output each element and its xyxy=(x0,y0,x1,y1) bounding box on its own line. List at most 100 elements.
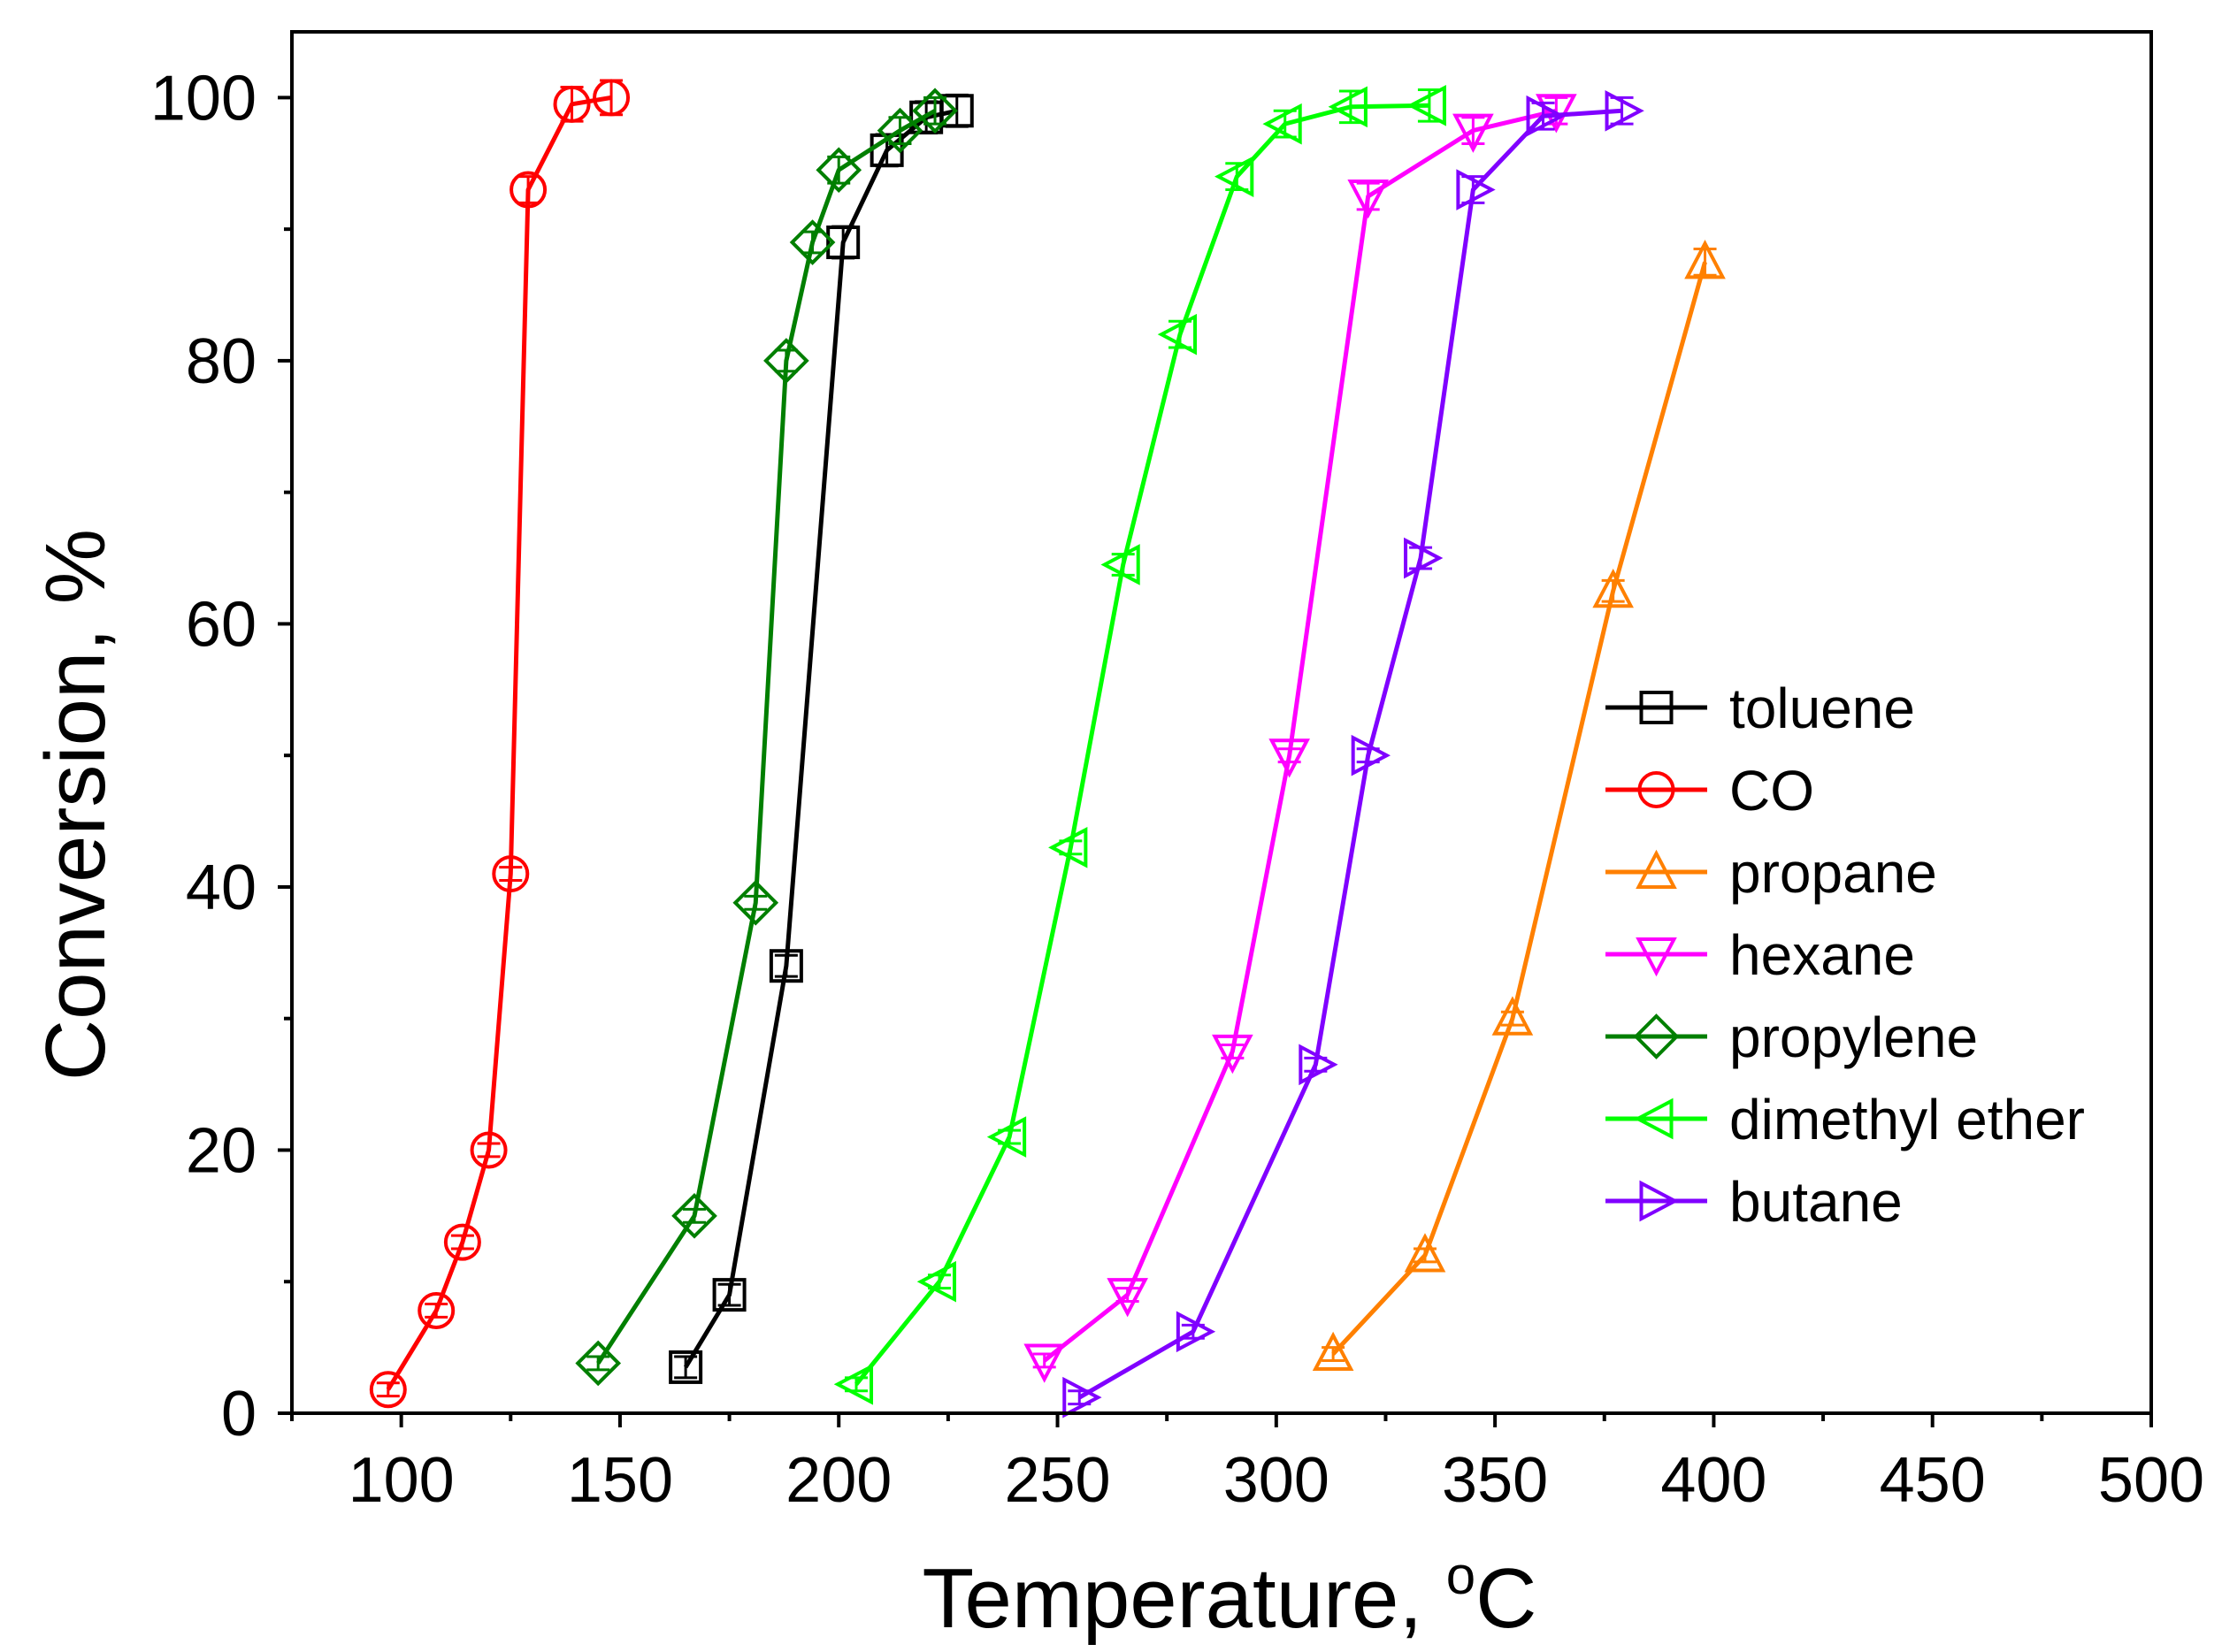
data-point xyxy=(712,1278,747,1312)
data-point xyxy=(916,1260,956,1303)
legend-marker xyxy=(1634,1098,1674,1140)
series-propane xyxy=(1312,240,1726,1372)
series-line xyxy=(854,103,1429,1386)
data-point xyxy=(1107,1278,1148,1318)
legend-marker xyxy=(1636,937,1677,977)
series-layer xyxy=(369,79,1726,1419)
data-point xyxy=(492,855,530,893)
data-point xyxy=(553,85,591,123)
legend-item: butane xyxy=(1605,1170,1903,1234)
data-point xyxy=(510,171,548,209)
y-tick-label: 60 xyxy=(186,589,257,660)
data-point xyxy=(877,107,923,154)
data-point xyxy=(1299,1044,1338,1086)
data-point xyxy=(1100,544,1140,585)
data-point xyxy=(443,1223,481,1261)
data-point xyxy=(1062,1376,1102,1419)
series-butane xyxy=(1062,89,1644,1419)
data-point xyxy=(789,219,836,265)
legend-label: CO xyxy=(1729,759,1814,822)
legend-marker xyxy=(1636,849,1677,889)
data-point xyxy=(1605,89,1644,132)
data-point xyxy=(826,226,861,260)
legend-item: propane xyxy=(1605,841,1937,905)
series-propylene xyxy=(575,88,958,1387)
data-point xyxy=(1406,84,1446,126)
x-tick-label: 500 xyxy=(2098,1445,2204,1516)
x-axis-title: Temperature, oC xyxy=(923,1546,1537,1646)
series-hexane xyxy=(1023,94,1577,1383)
legend-label: propylene xyxy=(1729,1006,1978,1069)
data-point xyxy=(1404,1233,1446,1273)
y-tick-label: 100 xyxy=(150,63,257,134)
data-point xyxy=(986,1116,1027,1158)
series-line xyxy=(1078,108,1622,1400)
legend-label: dimethyl ether xyxy=(1729,1088,2085,1151)
y-tick-label: 0 xyxy=(221,1379,257,1449)
data-point xyxy=(1312,1331,1354,1372)
x-tick-label: 250 xyxy=(1004,1445,1110,1516)
series-line xyxy=(596,109,937,1365)
legend-marker xyxy=(1637,771,1675,808)
plot-frame xyxy=(290,30,2153,1415)
data-point xyxy=(1157,313,1198,356)
legend-item: hexane xyxy=(1605,923,1915,987)
x-tick-label: 400 xyxy=(1660,1445,1766,1516)
data-point xyxy=(1491,996,1534,1036)
legend-marker xyxy=(1633,1013,1680,1059)
data-point xyxy=(769,949,803,983)
data-point xyxy=(470,1131,508,1169)
x-axis-title-text: Temperature, xyxy=(923,1551,1446,1646)
y-axis-title: Conversion, % xyxy=(28,529,123,1081)
x-tick-label: 100 xyxy=(349,1445,455,1516)
y-tick-label: 20 xyxy=(186,1115,257,1186)
legend-marker xyxy=(1639,691,1674,724)
data-point xyxy=(763,338,809,384)
data-point xyxy=(575,1340,622,1387)
data-point xyxy=(1351,734,1391,776)
data-point xyxy=(912,88,958,134)
data-point xyxy=(939,94,974,128)
data-point xyxy=(418,1291,456,1329)
data-point xyxy=(732,879,779,926)
legend-label: toluene xyxy=(1729,677,1915,740)
legend-label: propane xyxy=(1729,841,1937,905)
x-tick-label: 300 xyxy=(1223,1445,1329,1516)
data-point xyxy=(1176,1311,1216,1353)
x-tick-label: 350 xyxy=(1442,1445,1548,1516)
x-tick-label: 150 xyxy=(567,1445,673,1516)
legend-label: hexane xyxy=(1729,923,1915,987)
series-CO xyxy=(369,79,631,1409)
data-point xyxy=(816,147,862,194)
data-point xyxy=(833,1363,874,1405)
legend-item: propylene xyxy=(1605,1006,1978,1069)
data-point xyxy=(1268,738,1310,778)
data-point xyxy=(1262,103,1302,145)
legend-item: dimethyl ether xyxy=(1605,1088,2085,1151)
data-point xyxy=(1404,537,1444,579)
data-point xyxy=(1452,113,1494,153)
data-point xyxy=(1526,95,1566,137)
legend-item: CO xyxy=(1605,759,1814,822)
x-tick-label: 450 xyxy=(1880,1445,1986,1516)
axes-layer: 100 150 200 250 300 350 400 450 500 0 20 40 60 80 100 xyxy=(150,63,2204,1516)
data-point xyxy=(669,1350,703,1384)
data-point xyxy=(1347,179,1389,219)
data-point xyxy=(1328,86,1368,128)
data-point xyxy=(1684,240,1726,279)
data-point xyxy=(1048,827,1088,868)
legend: toluene CO propane hexane propylene dimethyl … xyxy=(1605,677,2085,1234)
x-axis-title-unit: C xyxy=(1475,1551,1536,1646)
data-point xyxy=(593,79,631,117)
data-point xyxy=(1456,169,1496,210)
x-axis-title-superscript: o xyxy=(1446,1546,1475,1605)
data-point xyxy=(1592,568,1634,608)
data-point xyxy=(369,1371,407,1409)
legend-marker xyxy=(1639,1180,1679,1222)
data-point xyxy=(1212,1034,1253,1075)
y-tick-label: 80 xyxy=(186,326,257,397)
data-point xyxy=(1214,156,1254,197)
data-point xyxy=(1023,1343,1066,1383)
x-tick-label: 200 xyxy=(785,1445,892,1516)
